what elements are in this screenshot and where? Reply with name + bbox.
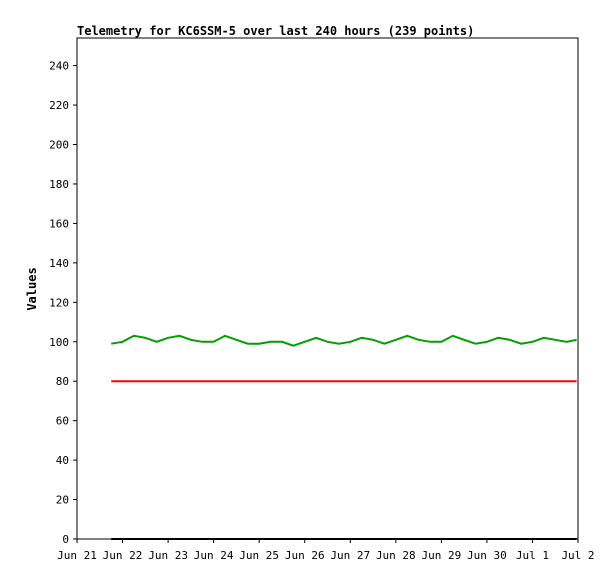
x-tick-label: Jul 2 <box>561 549 594 562</box>
x-tick-label: Jun 29 <box>421 549 461 562</box>
y-tick-label: 20 <box>56 494 69 507</box>
x-tick-label: Jun 26 <box>285 549 325 562</box>
x-tick-label: Jun 21 <box>57 549 97 562</box>
series-layer <box>111 334 577 540</box>
y-tick-label: 200 <box>49 139 69 152</box>
x-tick-label: Jun 22 <box>103 549 143 562</box>
y-tick-label: 60 <box>56 415 69 428</box>
y-tick-label: 140 <box>49 257 69 270</box>
y-tick-label: 80 <box>56 375 69 388</box>
y-tick-label: 160 <box>49 217 69 230</box>
y-axis-ticks: 0 20 40 60 80 100 120 140 160 180 200 220 240 <box>49 60 77 546</box>
y-tick-label: 0 <box>62 533 69 546</box>
y-tick-label: 100 <box>49 336 69 349</box>
x-tick-label: Jun 30 <box>467 549 507 562</box>
x-tick-label: Jun 23 <box>148 549 188 562</box>
x-tick-label: Jun 28 <box>376 549 416 562</box>
x-tick-label: Jun 25 <box>239 549 279 562</box>
x-tick-label: Jun 27 <box>330 549 370 562</box>
y-tick-label: 180 <box>49 178 69 191</box>
y-tick-label: 220 <box>49 99 69 112</box>
x-tick-label: Jul 1 <box>516 549 549 562</box>
x-axis-ticks: Jun 21 Jun 22 Jun 23 Jun 24 Jun 25 Jun 26 Jun … <box>57 539 595 562</box>
x-tick-label: Jun 24 <box>194 549 234 562</box>
y-tick-label: 40 <box>56 454 69 467</box>
y-tick-label: 120 <box>49 296 69 309</box>
y-axis-label: Values <box>25 267 39 310</box>
series-line-1 <box>111 334 577 347</box>
y-tick-label: 240 <box>49 60 69 73</box>
chart-title: Telemetry for KC6SSM-5 over last 240 hou… <box>77 24 474 38</box>
